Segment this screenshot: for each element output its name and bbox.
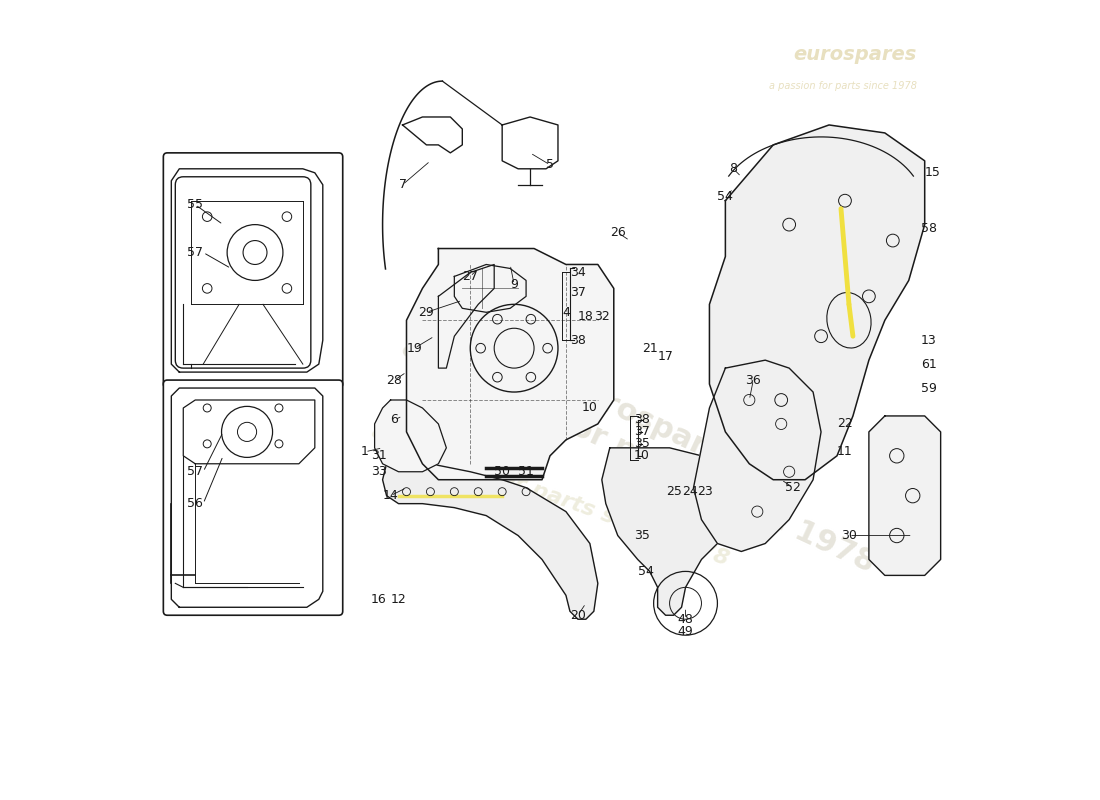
Text: 56: 56 [187, 497, 204, 510]
Text: 54: 54 [717, 190, 734, 203]
Text: 33: 33 [371, 466, 386, 478]
Text: 61: 61 [921, 358, 936, 370]
Text: 37: 37 [634, 426, 650, 438]
Text: 5: 5 [546, 158, 554, 171]
Polygon shape [383, 456, 597, 619]
Text: 52: 52 [785, 481, 801, 494]
Polygon shape [375, 400, 447, 472]
Text: 57: 57 [187, 466, 204, 478]
FancyBboxPatch shape [175, 177, 311, 368]
Text: 58: 58 [921, 222, 937, 235]
Text: 19: 19 [407, 342, 422, 354]
Text: 21: 21 [641, 342, 658, 354]
FancyBboxPatch shape [163, 380, 343, 615]
Text: 20: 20 [570, 609, 586, 622]
Text: 8: 8 [729, 162, 737, 175]
Text: 10: 10 [634, 450, 650, 462]
Text: 25: 25 [666, 485, 682, 498]
Text: 48: 48 [678, 613, 693, 626]
Text: 15: 15 [925, 166, 940, 179]
Text: 59: 59 [921, 382, 936, 394]
Text: 51: 51 [518, 466, 534, 478]
Text: 11: 11 [837, 446, 852, 458]
Text: 35: 35 [634, 529, 650, 542]
Text: a passion for parts since 1978: a passion for parts since 1978 [769, 81, 916, 91]
Text: 26: 26 [609, 226, 626, 239]
Text: 6: 6 [390, 414, 398, 426]
Text: 30: 30 [842, 529, 857, 542]
Text: 31: 31 [371, 450, 386, 462]
Text: 55: 55 [187, 198, 204, 211]
Text: 17: 17 [658, 350, 673, 362]
Text: eurospares: eurospares [793, 46, 916, 64]
Text: 4: 4 [562, 306, 570, 319]
Text: 54: 54 [638, 565, 653, 578]
Polygon shape [869, 416, 940, 575]
Text: 34: 34 [570, 266, 586, 279]
Text: 18: 18 [578, 310, 594, 322]
Text: 13: 13 [921, 334, 936, 346]
Polygon shape [407, 249, 614, 480]
Text: 16: 16 [371, 593, 386, 606]
Polygon shape [602, 448, 734, 615]
FancyBboxPatch shape [163, 153, 343, 388]
Text: 35: 35 [634, 438, 650, 450]
Text: 23: 23 [697, 485, 713, 498]
Text: 28: 28 [386, 374, 403, 386]
Text: 49: 49 [678, 625, 693, 638]
Text: 24: 24 [682, 485, 697, 498]
Text: 1: 1 [361, 446, 368, 458]
Text: 57: 57 [187, 246, 204, 259]
Text: 9: 9 [510, 278, 518, 291]
Text: 10: 10 [582, 402, 597, 414]
Text: 7: 7 [398, 178, 407, 191]
Text: 36: 36 [746, 374, 761, 386]
Text: 38: 38 [634, 414, 650, 426]
Text: 12: 12 [390, 593, 406, 606]
Text: 37: 37 [570, 286, 586, 299]
Text: 22: 22 [837, 418, 852, 430]
Polygon shape [693, 360, 821, 551]
Text: 32: 32 [594, 310, 609, 322]
Text: eurospares
a passion for parts since 1978: eurospares a passion for parts since 197… [397, 302, 894, 578]
Text: 27: 27 [462, 270, 478, 283]
Polygon shape [710, 125, 925, 480]
Text: 14: 14 [383, 489, 398, 502]
Text: 29: 29 [419, 306, 435, 319]
Text: 50: 50 [494, 466, 510, 478]
Text: 38: 38 [570, 334, 586, 346]
Text: a passion for parts since 1978: a passion for parts since 1978 [368, 422, 732, 570]
